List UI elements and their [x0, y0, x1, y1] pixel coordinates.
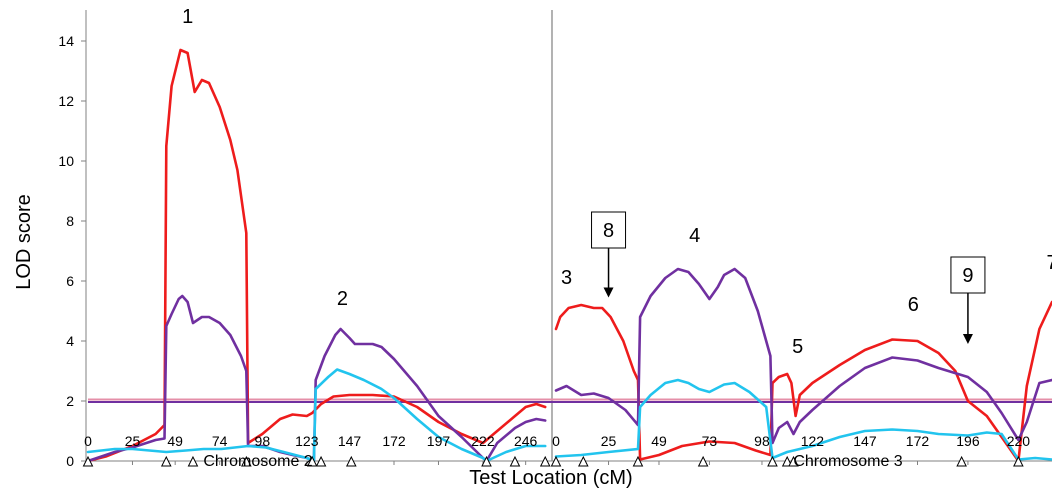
annotations: 1 2 3 4 5 6 7 8 9 — [182, 6, 1052, 358]
x-tick-label: 222 — [471, 433, 495, 449]
y-tick-label: 8 — [66, 213, 74, 229]
y-axis-title: LOD score — [13, 194, 35, 290]
peak-label: 1 — [182, 6, 193, 28]
marker-triangle — [550, 455, 562, 467]
marker-triangle — [697, 455, 709, 467]
marker-triangle — [1013, 455, 1024, 467]
annotation-arrow-head — [962, 334, 973, 344]
chromosome-2-label: Chromosome 2 — [203, 453, 312, 470]
marker-triangle — [315, 455, 327, 467]
annotation-box-label: 8 — [603, 220, 614, 242]
series-line-cyan — [86, 368, 547, 463]
marker-triangle — [539, 455, 551, 467]
marker-triangle — [781, 455, 793, 467]
marker-triangle — [509, 455, 521, 467]
x-axis-title: Test Location (cM) — [469, 467, 632, 489]
y-tick-label: 6 — [66, 273, 74, 289]
y-tick-label: 12 — [58, 93, 74, 109]
series-line-purple — [554, 267, 1052, 445]
x-tick-label: 49 — [167, 433, 183, 449]
x-tick-label: 220 — [1007, 433, 1031, 449]
series-line-red — [554, 300, 1052, 463]
marker-triangle — [187, 455, 199, 467]
series-line-cyan — [554, 378, 1052, 461]
peak-label: 2 — [337, 288, 348, 310]
x-tick-label: 197 — [427, 433, 451, 449]
x-tick-label: 122 — [801, 433, 825, 449]
y-tick-label: 2 — [66, 393, 74, 409]
y-tick-label: 10 — [58, 153, 74, 169]
x-tick-label: 74 — [212, 433, 228, 449]
series-lines — [86, 48, 1052, 463]
peak-label: 7 — [1046, 252, 1052, 274]
x-tick-label: 0 — [552, 433, 560, 449]
marker-triangle — [788, 455, 799, 467]
x-tick-label: 246 — [514, 433, 538, 449]
x-tick-label: 25 — [601, 433, 617, 449]
x-tick-label: 123 — [295, 433, 319, 449]
marker-triangle — [345, 455, 357, 467]
x-tick-label: 49 — [651, 433, 667, 449]
marker-triangle — [82, 455, 94, 467]
marker-triangle — [578, 455, 589, 467]
y-tick-label: 14 — [58, 33, 74, 49]
marker-triangle — [767, 455, 778, 467]
x-tick-label: 172 — [906, 433, 930, 449]
x-tick-label: 196 — [956, 433, 980, 449]
marker-triangle — [481, 455, 492, 467]
x-tick-label: 73 — [702, 433, 718, 449]
series-line-red — [86, 48, 547, 463]
annotation-arrow-head — [603, 287, 614, 298]
x-tick-label: 0 — [84, 433, 92, 449]
axis-frame — [81, 10, 1052, 465]
marker-triangle — [632, 455, 644, 467]
annotation-box-label: 9 — [962, 265, 973, 287]
y-tick-label: 0 — [66, 453, 74, 469]
x-tick-label: 147 — [338, 433, 362, 449]
marker-triangle — [241, 455, 252, 467]
threshold-lines — [88, 398, 1052, 403]
x-tick-label: 147 — [853, 433, 877, 449]
marker-triangle — [160, 455, 172, 467]
marker-triangle — [306, 455, 318, 467]
x-tick-label: 25 — [125, 433, 141, 449]
x-tick-label: 98 — [754, 433, 770, 449]
x-tick-label: 172 — [382, 433, 406, 449]
peak-label: 5 — [792, 336, 803, 358]
x-tick-label: 98 — [255, 433, 271, 449]
peak-label: 6 — [908, 294, 919, 316]
annotation-box — [591, 211, 627, 249]
marker-triangles — [82, 455, 1024, 467]
y-tick-label: 4 — [66, 333, 74, 349]
peak-label: 4 — [689, 225, 700, 247]
chromosome-3-label: Chromosome 3 — [793, 453, 902, 470]
marker-triangle — [956, 455, 967, 467]
peak-label: 3 — [561, 267, 572, 289]
